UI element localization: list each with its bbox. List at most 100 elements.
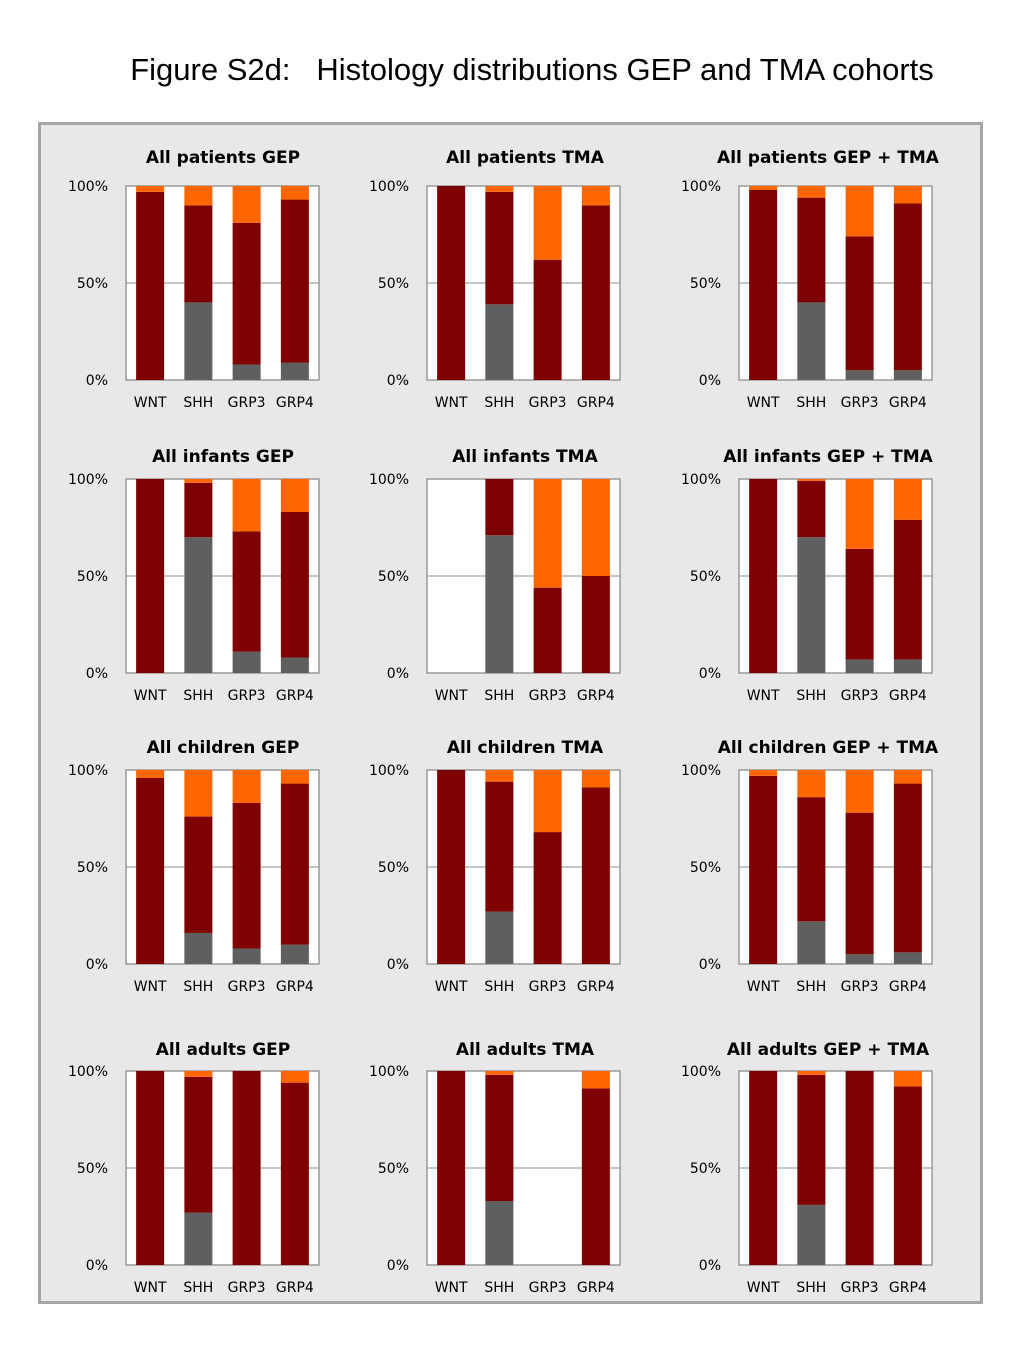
- bar-wnt-darkred: [749, 1071, 778, 1265]
- chart-8: All children TMA 0% 50% 100% WNT SHH GRP3 GRP4: [369, 738, 621, 995]
- category-label: SHH: [796, 979, 826, 995]
- bar-shh-orange: [184, 1071, 213, 1077]
- category-label: WNT: [435, 395, 468, 411]
- y-tick-label: 100%: [369, 763, 409, 779]
- bar-grp4-orange: [581, 479, 610, 576]
- chart-title: All adults GEP + TMA: [727, 1040, 930, 1060]
- bar-shh-darkred: [184, 205, 213, 303]
- bar-grp4-grey: [893, 952, 922, 964]
- bar-wnt-darkred: [437, 186, 466, 380]
- bar-shh-darkred: [184, 816, 213, 933]
- y-tick-label: 100%: [68, 472, 108, 488]
- category-label: SHH: [484, 688, 514, 704]
- category-label: GRP3: [529, 688, 567, 704]
- bar-grp3-darkred: [232, 222, 261, 365]
- bar-shh-grey: [184, 537, 213, 673]
- bar-grp4-orange: [893, 479, 922, 520]
- y-tick-label: 100%: [369, 179, 409, 195]
- bar-grp4-darkred: [280, 1082, 309, 1265]
- bar-shh-grey: [485, 535, 514, 673]
- bar-grp3-darkred: [845, 812, 874, 955]
- category-label: GRP3: [228, 979, 266, 995]
- y-tick-label: 0%: [699, 373, 721, 389]
- chart-7: All children GEP 0% 50% 100% WNT SHH GRP3 GRP4: [68, 738, 320, 995]
- category-label: SHH: [796, 395, 826, 411]
- y-tick-label: 100%: [369, 472, 409, 488]
- y-tick-label: 0%: [387, 957, 409, 973]
- bar-grp4-grey: [280, 944, 309, 964]
- category-label: GRP3: [841, 1280, 879, 1296]
- bar-shh-grey: [184, 302, 213, 380]
- bar-grp4-grey: [280, 657, 309, 673]
- bar-grp4-darkred: [581, 1088, 610, 1265]
- category-label: WNT: [435, 688, 468, 704]
- chart-12: All adults GEP + TMA 0% 50% 100% WNT SHH GRP3 G…: [681, 1040, 933, 1296]
- chart-5: All infants TMA 0% 50% 100% WNT SHH GRP3 GRP4: [369, 447, 621, 704]
- chart-6: All infants GEP + TMA 0% 50% 100% WNT SHH GRP3…: [681, 447, 934, 704]
- bar-shh-darkred: [485, 191, 514, 305]
- chart-title: All patients GEP + TMA: [717, 148, 940, 168]
- y-tick-label: 0%: [86, 373, 108, 389]
- category-label: WNT: [134, 979, 167, 995]
- bar-grp4-orange: [893, 770, 922, 784]
- y-tick-label: 50%: [378, 1161, 409, 1177]
- chart-title: All patients TMA: [446, 148, 605, 168]
- bar-grp3-darkred: [533, 832, 562, 964]
- category-label: GRP3: [529, 1280, 567, 1296]
- bar-grp4-grey: [893, 370, 922, 380]
- bar-grp4-orange: [280, 479, 309, 512]
- y-tick-label: 0%: [699, 1258, 721, 1274]
- y-tick-label: 100%: [681, 179, 721, 195]
- y-tick-label: 100%: [681, 763, 721, 779]
- bar-wnt-orange: [749, 770, 778, 776]
- bar-grp4-orange: [581, 1071, 610, 1089]
- bar-shh-grey: [797, 1204, 826, 1265]
- category-label: SHH: [796, 1280, 826, 1296]
- bar-shh-orange: [797, 186, 826, 198]
- category-label: WNT: [134, 395, 167, 411]
- bar-shh-grey: [797, 537, 826, 673]
- y-tick-label: 50%: [690, 1161, 721, 1177]
- bar-shh-darkred: [797, 1074, 826, 1205]
- bar-shh-orange: [485, 186, 514, 192]
- bar-wnt-darkred: [749, 775, 778, 964]
- bar-shh-darkred: [797, 797, 826, 922]
- y-tick-label: 50%: [690, 276, 721, 292]
- chart-title: All adults TMA: [456, 1040, 595, 1060]
- chart-title: All adults GEP: [156, 1040, 291, 1060]
- category-label: WNT: [435, 979, 468, 995]
- bar-shh-darkred: [797, 197, 826, 303]
- y-tick-label: 0%: [387, 666, 409, 682]
- y-tick-label: 0%: [86, 957, 108, 973]
- category-label: GRP4: [577, 1280, 615, 1296]
- category-label: SHH: [183, 395, 213, 411]
- bar-shh-darkred: [485, 781, 514, 912]
- bar-wnt-darkred: [437, 770, 466, 964]
- bar-shh-darkred: [485, 479, 514, 536]
- category-label: GRP4: [577, 395, 615, 411]
- bar-grp3-orange: [232, 479, 261, 532]
- bar-grp3-darkred: [845, 236, 874, 371]
- chart-title: All infants GEP: [152, 447, 294, 467]
- bar-grp3-orange: [845, 770, 874, 813]
- y-tick-label: 100%: [68, 1064, 108, 1080]
- bar-wnt-darkred: [136, 479, 165, 673]
- category-label: SHH: [183, 1280, 213, 1296]
- category-label: GRP3: [841, 979, 879, 995]
- category-label: SHH: [183, 979, 213, 995]
- bar-grp3-grey: [845, 370, 874, 380]
- bar-shh-darkred: [485, 1074, 514, 1201]
- category-label: SHH: [796, 688, 826, 704]
- bar-wnt-darkred: [437, 1071, 466, 1265]
- y-tick-label: 0%: [387, 1258, 409, 1274]
- y-tick-label: 0%: [387, 373, 409, 389]
- bar-grp3-grey: [845, 659, 874, 673]
- bar-grp4-darkred: [893, 783, 922, 953]
- bar-grp3-darkred: [232, 802, 261, 949]
- bar-grp4-orange: [280, 1071, 309, 1083]
- category-label: WNT: [747, 688, 780, 704]
- y-tick-label: 50%: [378, 860, 409, 876]
- category-label: GRP3: [841, 395, 879, 411]
- bar-grp3-grey: [232, 651, 261, 673]
- category-label: GRP4: [276, 395, 314, 411]
